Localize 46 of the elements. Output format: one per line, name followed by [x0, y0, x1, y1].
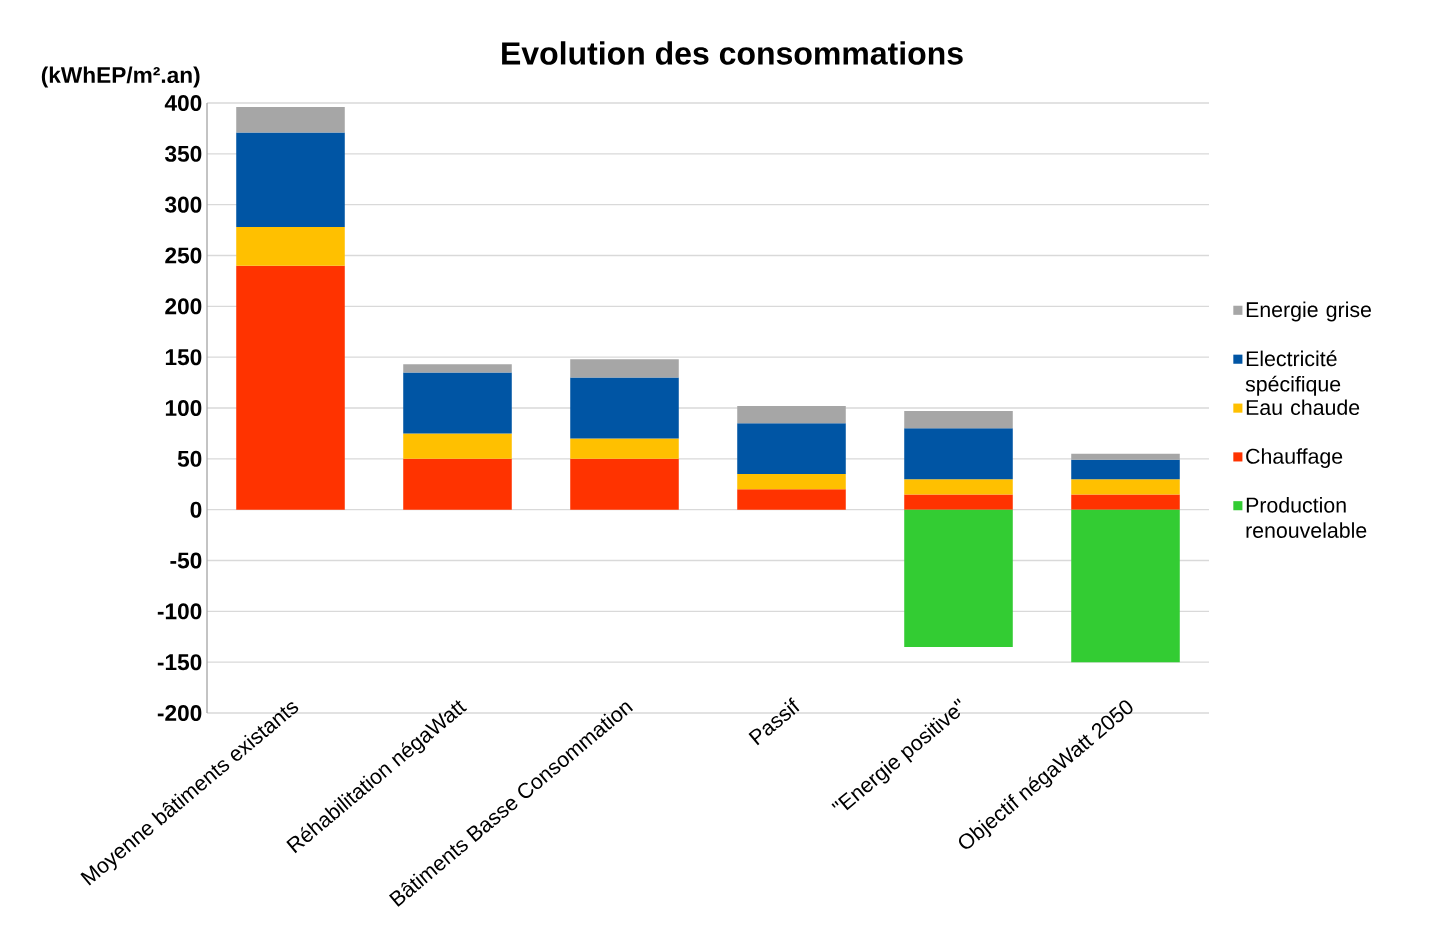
bar [403, 364, 512, 373]
y-tick-label: 300 [165, 196, 202, 213]
bar [403, 372, 512, 434]
bar [1071, 459, 1180, 480]
bar [403, 458, 512, 510]
bar [904, 428, 1013, 480]
bar [403, 433, 512, 459]
bar [737, 474, 846, 490]
legend-label: Production renouvelable [1246, 496, 1367, 538]
bar [737, 423, 846, 475]
chart-title: Evolution des consommations [502, 41, 963, 65]
bar [236, 227, 345, 266]
bar [904, 509, 1013, 647]
bar [904, 479, 1013, 495]
legend-label: Electricité spécifique [1245, 350, 1341, 396]
y-tick-label: 100 [165, 399, 202, 417]
y-tick-label: -100 [157, 603, 202, 620]
bar [737, 489, 846, 510]
bar [570, 458, 679, 510]
y-tick-label: -50 [170, 552, 202, 569]
bar [236, 132, 345, 228]
bar [1071, 453, 1180, 460]
legend-label: Chauffage [1246, 448, 1343, 469]
bar [904, 411, 1013, 429]
legend-label: Eau chaude [1246, 399, 1360, 416]
y-tick-label: -150 [157, 654, 202, 671]
bar [1071, 494, 1180, 510]
bar [570, 359, 679, 378]
bar [737, 405, 846, 424]
y-tick-label: 0 [190, 501, 202, 518]
bar [236, 107, 345, 133]
bar [236, 265, 345, 510]
bar [1071, 509, 1180, 663]
y-axis-title: (kWhEP/m².an) [41, 66, 200, 88]
y-tick-label: 200 [165, 298, 202, 315]
y-tick-label: 150 [165, 349, 202, 366]
bar [1071, 479, 1180, 495]
y-tick-label: -200 [157, 704, 202, 722]
y-tick-label: 350 [165, 145, 202, 162]
bar [570, 438, 679, 459]
bar [570, 377, 679, 439]
legend-label: Energie grise [1246, 301, 1371, 322]
y-tick-label: 50 [177, 450, 202, 467]
y-tick-label: 400 [164, 94, 202, 112]
y-tick-label: 250 [165, 247, 202, 264]
bar [904, 494, 1013, 510]
